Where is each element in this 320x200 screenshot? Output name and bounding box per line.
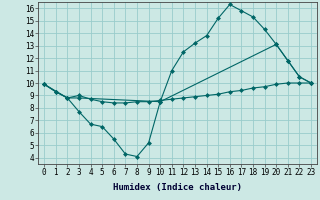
X-axis label: Humidex (Indice chaleur): Humidex (Indice chaleur) xyxy=(113,183,242,192)
